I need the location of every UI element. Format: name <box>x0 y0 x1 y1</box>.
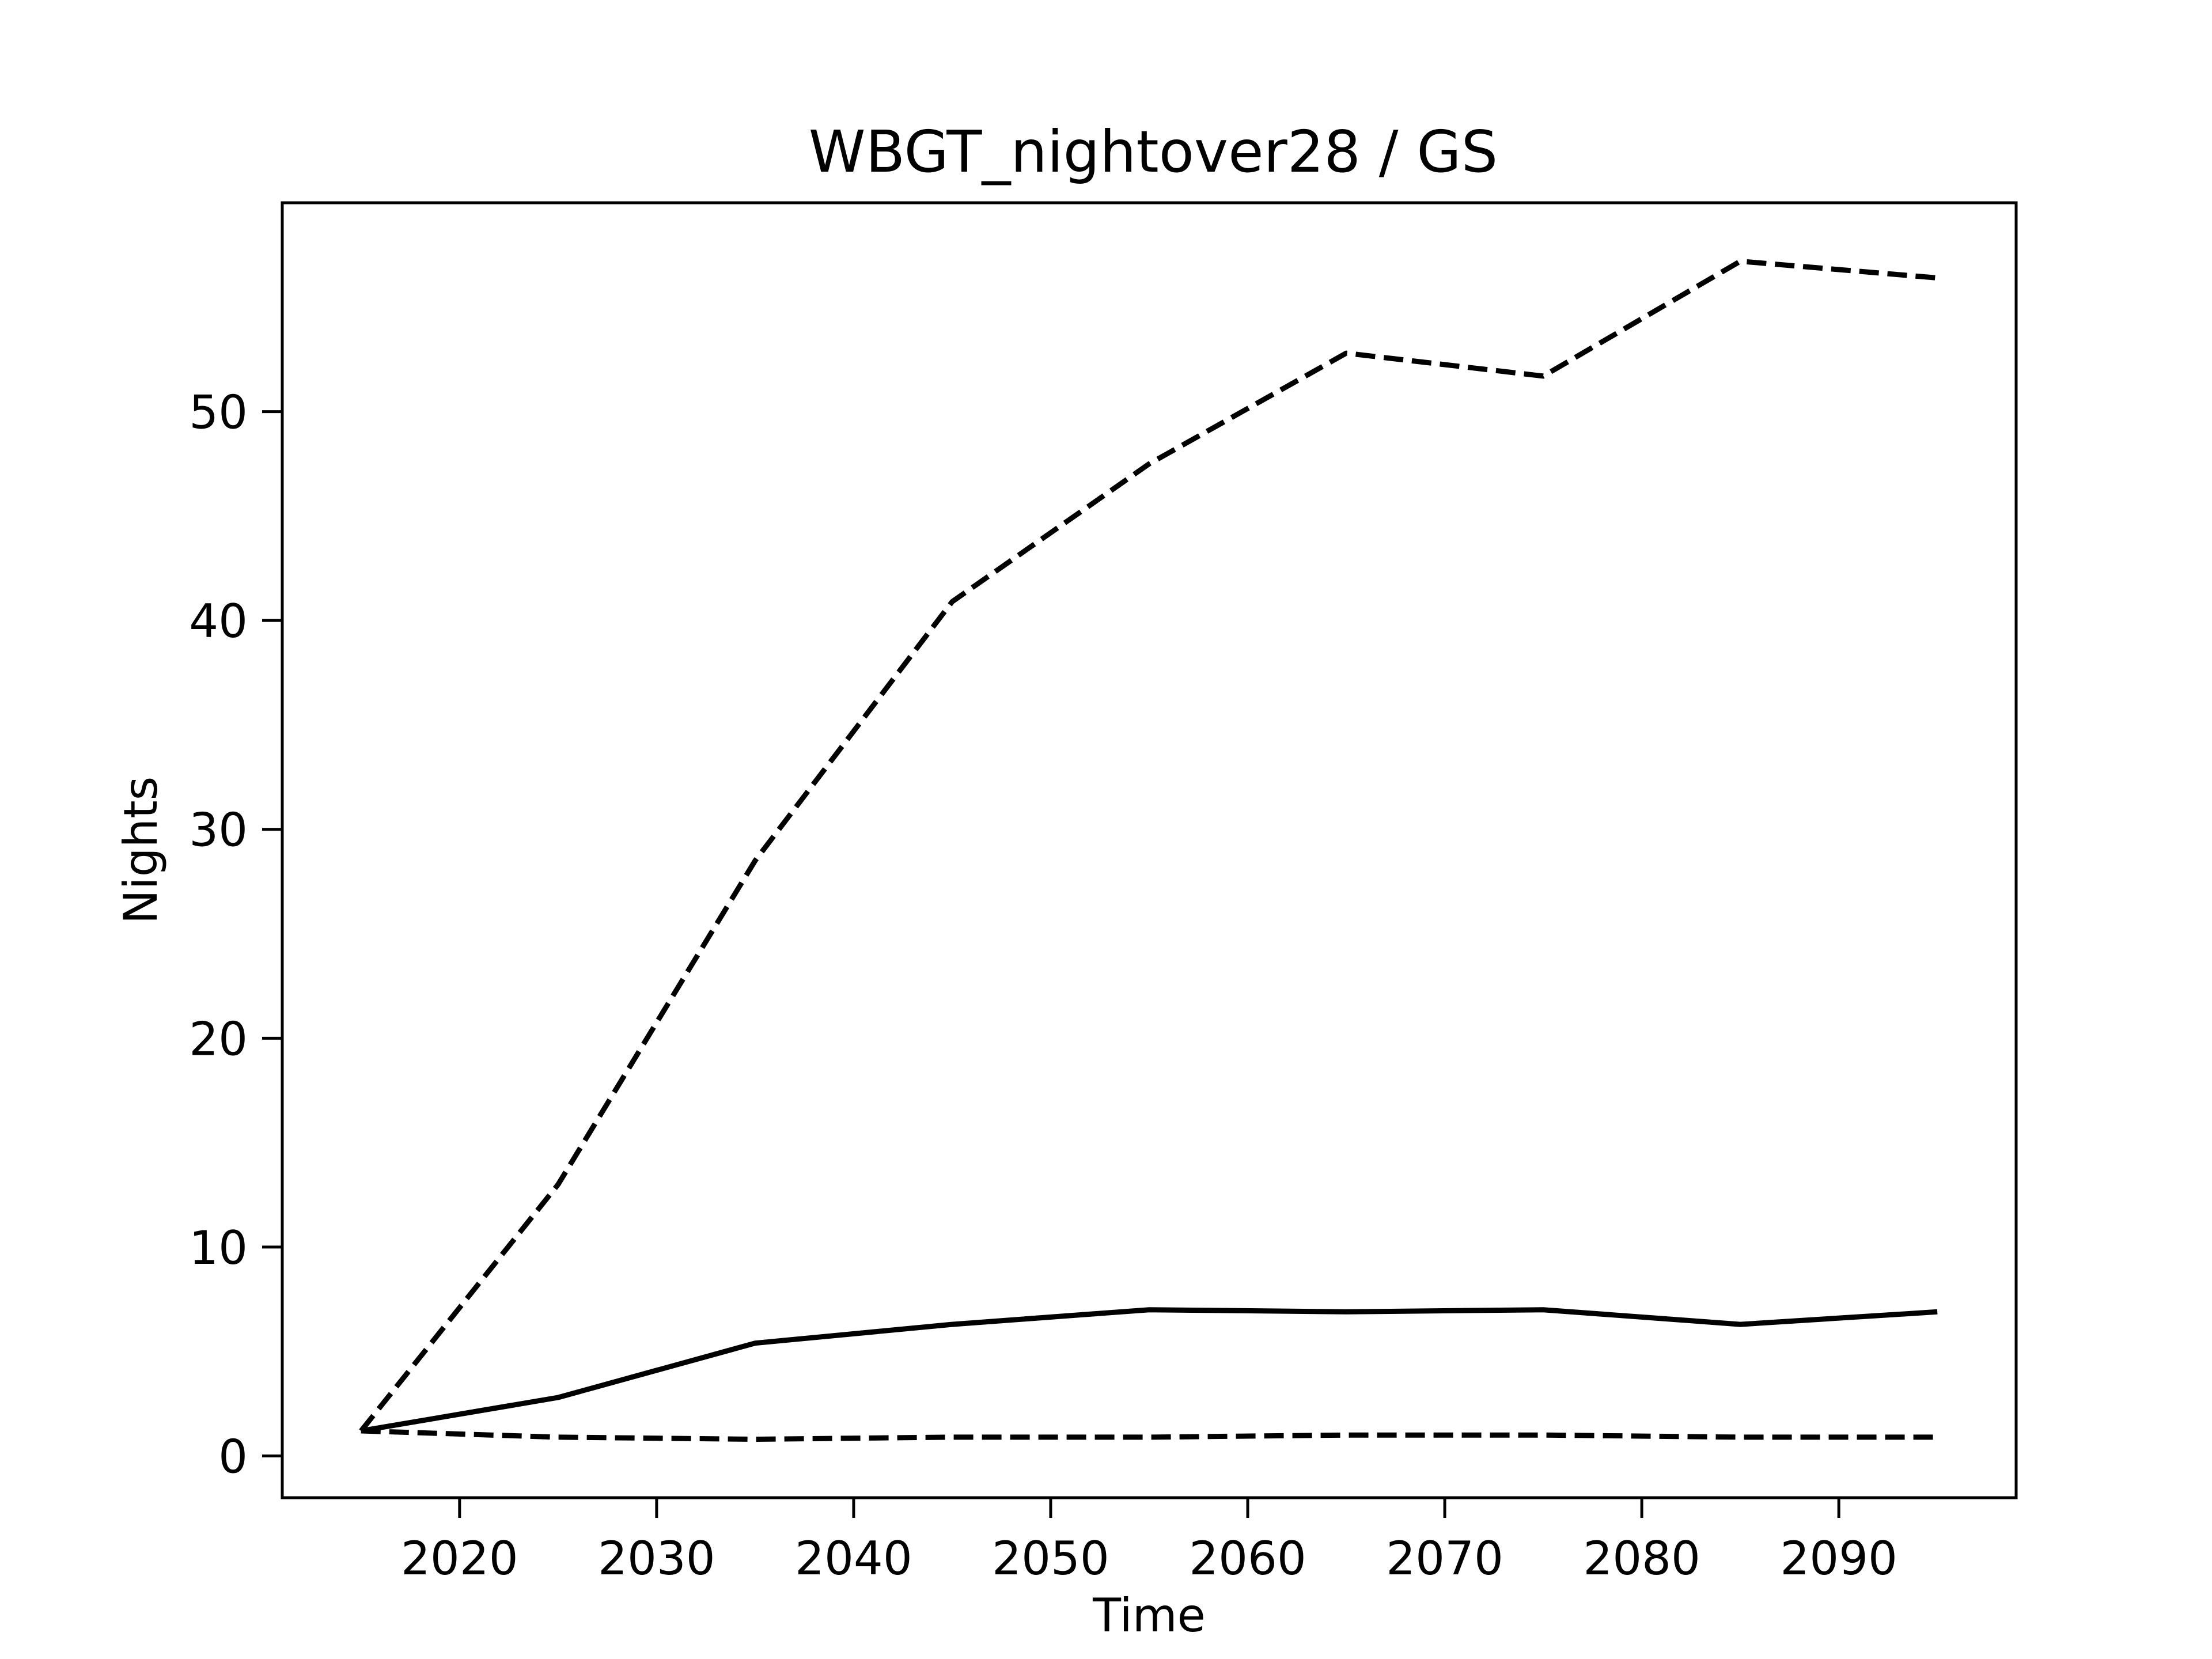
y-tick-label: 0 <box>218 1430 248 1483</box>
y-tick-label: 20 <box>189 1012 248 1066</box>
x-tick-label: 2060 <box>1189 1532 1306 1585</box>
x-tick-label: 2090 <box>1780 1532 1897 1585</box>
chart-title: WBGT_nightover28 / GS <box>809 118 1498 185</box>
x-tick-label: 2030 <box>598 1532 715 1585</box>
y-tick-label: 10 <box>189 1221 248 1275</box>
x-axis: 2020 2030 2040 2050 2060 2070 2080 2090 <box>401 1498 1897 1585</box>
y-tick-label: 50 <box>189 386 248 440</box>
y-axis: 0 10 20 30 40 50 <box>189 386 282 1483</box>
y-axis-label: Nights <box>114 777 168 925</box>
y-tick-label: 30 <box>189 804 248 857</box>
x-tick-label: 2040 <box>795 1532 912 1585</box>
x-tick-label: 2050 <box>992 1532 1109 1585</box>
series-line-3 <box>361 1428 1938 1442</box>
x-axis-label: Time <box>1092 1589 1206 1642</box>
series-layer <box>359 259 1938 1442</box>
plot-frame <box>281 201 2018 1499</box>
x-tick-label: 2070 <box>1386 1532 1503 1585</box>
series-line-2 <box>361 1307 1938 1434</box>
x-tick-label: 2080 <box>1583 1532 1700 1585</box>
x-tick-label: 2020 <box>401 1532 518 1585</box>
series-line-1 <box>359 259 1938 1433</box>
y-tick-label: 40 <box>189 594 248 648</box>
